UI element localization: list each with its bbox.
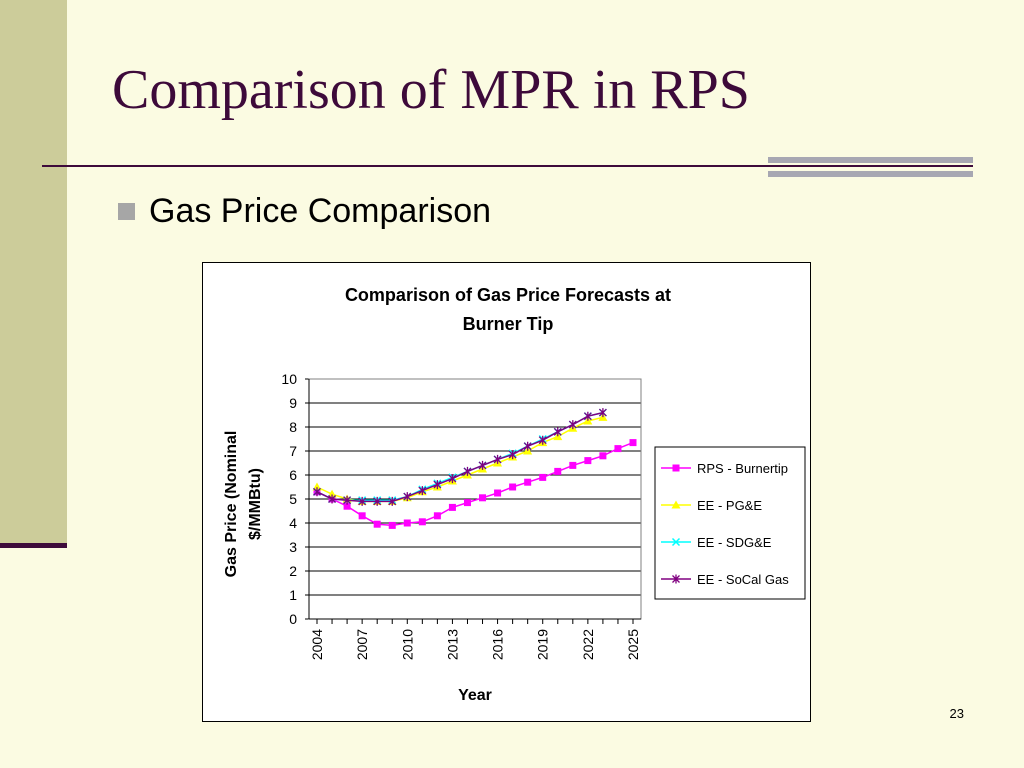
data-point [328,494,337,504]
page-number: 23 [949,706,964,721]
y-axis-title-line: Gas Price (Nominal [223,431,240,578]
data-point [494,489,502,497]
y-tick-label: 6 [289,467,297,483]
data-point [388,496,397,506]
sidebar-rule [0,543,67,548]
legend-label: EE - SoCal Gas [697,572,789,587]
x-tick-label: 2010 [399,629,415,660]
data-point [418,518,426,526]
data-point [569,461,577,469]
legend-label: EE - SDG&E [697,535,772,550]
data-point [373,496,382,506]
data-point [584,457,592,465]
data-point [463,499,471,507]
data-point [614,445,622,453]
square-bullet-icon [118,202,135,220]
data-point [358,496,367,506]
data-point [523,441,532,451]
legend-marker [672,464,680,472]
chart-title-line: Burner Tip [463,314,554,334]
data-point [568,420,577,430]
legend-box [654,446,806,600]
data-point [373,520,381,528]
data-point [403,519,411,527]
line-chart: Comparison of Gas Price Forecasts at Burn… [223,285,806,704]
title-divider [42,165,973,167]
data-point [538,435,547,445]
x-tick-label: 2022 [580,629,596,660]
data-point [448,474,457,484]
series-line [316,441,634,527]
legend-marker [672,574,680,584]
y-tick-label: 2 [289,563,297,579]
y-axis-title-line: $/MMBtu) [247,468,264,540]
data-point [524,478,532,486]
y-tick-label: 8 [289,419,297,435]
chart-title-line: Comparison of Gas Price Forecasts at [345,285,671,305]
data-point [508,450,517,460]
y-tick-label: 7 [289,443,297,459]
data-point [598,408,607,418]
chart-container: Comparison of Gas Price Forecasts at Burn… [202,262,811,722]
data-point [463,466,472,476]
y-tick-label: 0 [289,611,297,627]
data-point [599,452,607,460]
data-point [433,512,441,520]
x-tick-label: 2013 [444,629,460,660]
y-tick-label: 3 [289,539,297,555]
data-point [343,495,352,505]
data-point [418,486,427,496]
x-tick-label: 2025 [625,629,641,660]
x-tick-label: 2016 [490,629,506,660]
data-point [358,512,366,520]
data-point [554,467,562,475]
y-tick-label: 5 [289,491,297,507]
data-point [539,473,547,481]
x-tick-label: 2007 [354,629,370,660]
data-point [388,521,396,529]
data-point [313,487,321,497]
y-tick-label: 9 [289,395,297,411]
legend-label: RPS - Burnertip [697,461,788,476]
y-tick-label: 1 [289,587,297,603]
data-point [343,502,351,510]
x-axis-title: Year [458,687,492,704]
x-tick-label: 2019 [535,629,551,660]
data-point [478,460,487,470]
x-tick-label: 2004 [309,629,325,660]
bullet-item: Gas Price Comparison [118,191,491,231]
y-tick-label: 4 [289,515,297,531]
data-point [493,454,502,464]
bullet-text: Gas Price Comparison [149,191,492,230]
sidebar-decoration [0,0,67,547]
legend-marker [671,537,681,547]
data-point [448,503,456,511]
data-point [433,480,442,490]
legend-marker [671,500,681,509]
data-point [403,492,412,502]
data-point [509,483,517,491]
legend-label: EE - PG&E [697,498,762,513]
data-point [553,427,562,437]
series-line [316,411,604,501]
y-tick-label: 10 [281,371,297,387]
data-point [479,494,487,502]
data-point [629,439,637,447]
data-point [583,411,592,421]
accent-divider [768,157,973,179]
series-line [316,411,604,503]
slide-title: Comparison of MPR in RPS [112,59,750,121]
